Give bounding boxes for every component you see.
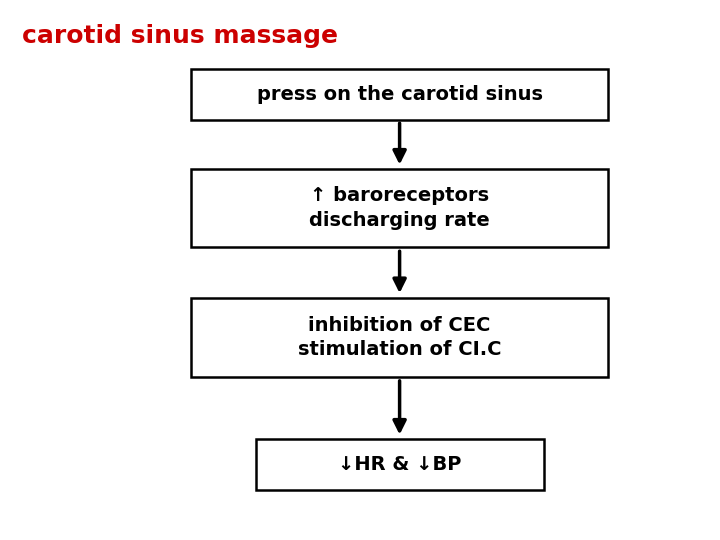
- FancyBboxPatch shape: [256, 438, 544, 490]
- Text: press on the carotid sinus: press on the carotid sinus: [256, 85, 543, 104]
- Text: carotid sinus massage: carotid sinus massage: [22, 24, 338, 48]
- FancyBboxPatch shape: [191, 168, 608, 247]
- FancyBboxPatch shape: [191, 69, 608, 120]
- Text: inhibition of CEC
stimulation of CI.C: inhibition of CEC stimulation of CI.C: [298, 316, 501, 359]
- FancyBboxPatch shape: [191, 298, 608, 377]
- Text: ↓HR & ↓BP: ↓HR & ↓BP: [338, 455, 462, 474]
- Text: ↑ baroreceptors
discharging rate: ↑ baroreceptors discharging rate: [309, 186, 490, 230]
